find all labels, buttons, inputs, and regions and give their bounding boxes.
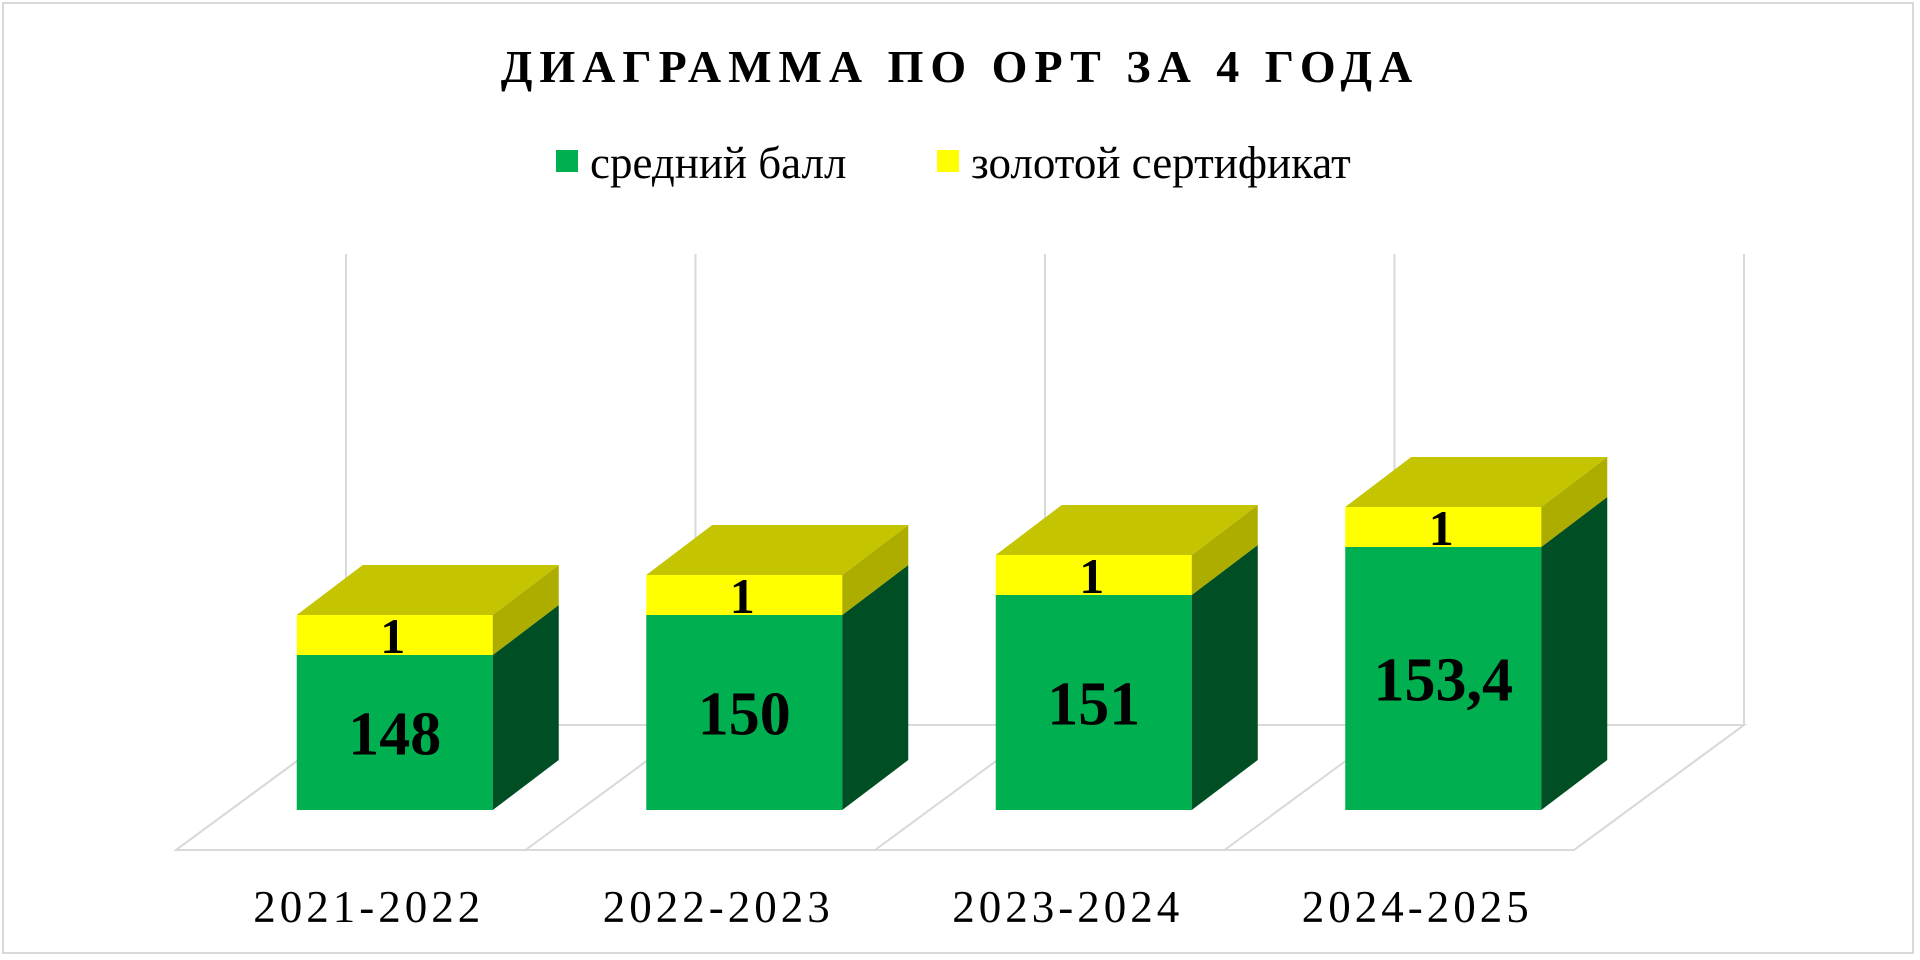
- chart-canvas: ДИАГРАММА ПО ОРТ ЗА 4 ГОДА средний балл з…: [172, 41, 1748, 932]
- data-label-main-2: 151: [1047, 671, 1140, 739]
- legend-label-0: средний балл: [590, 138, 846, 188]
- bar-main-side-2: [1191, 545, 1258, 810]
- x-axis-ticks: 2021-2022 2022-2023 2023-2024 2024-2025: [253, 882, 1533, 932]
- x-tick-label-3: 2024-2025: [1302, 882, 1533, 932]
- bar-top-front-3: [1345, 507, 1542, 547]
- data-label-main-1: 150: [698, 681, 791, 749]
- bar-top-front-0: [296, 615, 493, 655]
- data-label-top-0: 1: [380, 608, 405, 664]
- bar-top-side-0: [492, 565, 559, 655]
- bar-top-side-3: [1541, 457, 1608, 547]
- chart-legend: средний балл золотой сертификат: [556, 138, 1351, 188]
- bar-main-front-2: [995, 595, 1192, 810]
- x-tick-label-0: 2021-2022: [253, 882, 484, 932]
- data-label-top-1: 1: [730, 568, 755, 624]
- x-tick-label-1: 2022-2023: [603, 882, 834, 932]
- data-label-main-0: 148: [348, 701, 441, 769]
- bar-top-cap-1: [646, 525, 909, 575]
- legend-label-1: золотой сертификат: [971, 138, 1351, 188]
- chart-title: ДИАГРАММА ПО ОРТ ЗА 4 ГОДА: [501, 41, 1420, 92]
- bar-top-cap-3: [1345, 457, 1608, 507]
- data-label-top-3: 1: [1429, 500, 1454, 556]
- legend-swatch-1: [937, 150, 959, 172]
- data-label-main-3: 153,4: [1374, 647, 1514, 715]
- bar-main-front-3: [1345, 547, 1542, 810]
- bar-top-cap-0: [296, 565, 559, 615]
- data-label-top-2: 1: [1079, 548, 1104, 604]
- bar-group-3: 153,41: [1345, 457, 1608, 810]
- bar-top-side-1: [842, 525, 909, 615]
- bar-main-side-3: [1541, 497, 1608, 810]
- bar-main-side-0: [492, 605, 559, 810]
- bar-group-0: 148 1: [296, 565, 559, 810]
- legend-swatch-0: [556, 150, 578, 172]
- bar-top-front-1: [646, 575, 843, 615]
- gridline-floor-4: [1573, 724, 1745, 851]
- gridlines: [175, 254, 1745, 851]
- bar-top-cap-2: [995, 505, 1258, 555]
- bar-top-front-2: [995, 555, 1192, 595]
- x-tick-label-2: 2023-2024: [952, 882, 1183, 932]
- bar-main-front-0: [296, 655, 493, 810]
- bar-main-front-1: [646, 615, 843, 810]
- bar-main-side-1: [842, 565, 909, 810]
- bar-top-side-2: [1191, 505, 1258, 595]
